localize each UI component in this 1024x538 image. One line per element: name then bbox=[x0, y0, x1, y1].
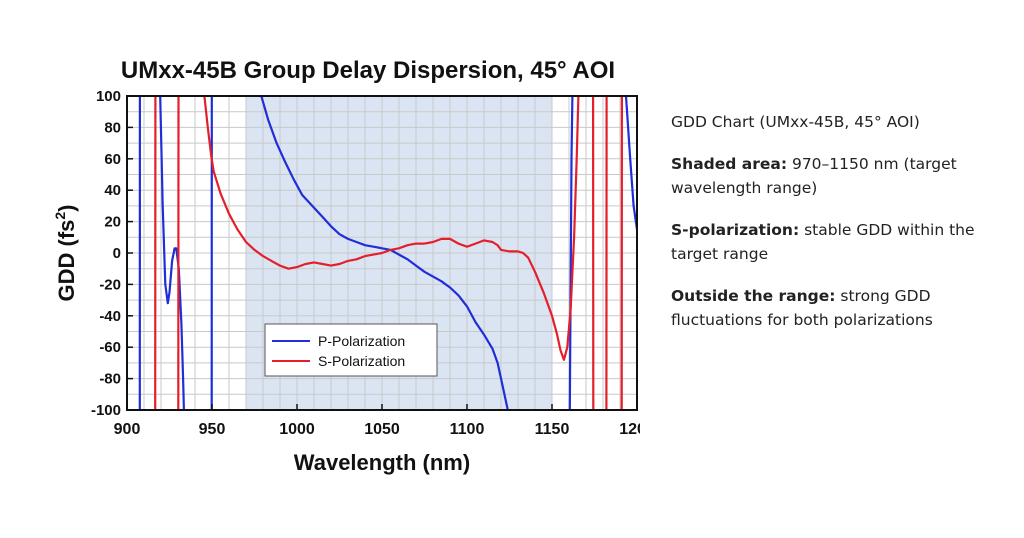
x-axis-label: Wavelength (nm) bbox=[294, 450, 470, 475]
p-polarization-curve bbox=[624, 96, 637, 230]
y-tick-label: 100 bbox=[96, 88, 121, 105]
x-tick-label: 1050 bbox=[364, 421, 400, 438]
series-s-polarization bbox=[154, 96, 623, 410]
y-axis-label-main: GDD (fs bbox=[54, 220, 79, 302]
s-polarization-note: S-polarization: stable GDD within the ta… bbox=[671, 218, 1011, 266]
gdd-chart: UMxx-45B Group Delay Dispersion, 45° AOI… bbox=[52, 57, 640, 475]
y-axis-label-superscript: 2 bbox=[52, 212, 68, 220]
y-tick-label: -100 bbox=[91, 402, 121, 419]
y-tick-label: -40 bbox=[99, 308, 121, 325]
y-axis-label: GDD (fs2) bbox=[52, 204, 79, 301]
p-polarization-curve bbox=[159, 96, 185, 410]
s-polarization-label: S-polarization: bbox=[671, 221, 800, 239]
legend-s-label: S-Polarization bbox=[318, 353, 405, 369]
y-tick-label: -20 bbox=[99, 276, 121, 293]
side-panel: GDD Chart (UMxx-45B, 45° AOI) Shaded are… bbox=[671, 110, 1011, 350]
outside-range-note: Outside the range: strong GDD fluctuatio… bbox=[671, 284, 1011, 332]
outside-range-label: Outside the range: bbox=[671, 287, 836, 305]
s-polarization-curve bbox=[203, 96, 580, 361]
outside-range-text: strong GDD fluctuations for both polariz… bbox=[671, 287, 933, 329]
chart-title: UMxx-45B Group Delay Dispersion, 45° AOI bbox=[121, 57, 615, 84]
y-tick-label: 60 bbox=[104, 151, 121, 168]
y-tick-label: 40 bbox=[104, 182, 121, 199]
s-polarization-text: stable GDD within the target range bbox=[671, 221, 975, 263]
y-tick-label: 0 bbox=[113, 245, 121, 262]
y-tick-label: -60 bbox=[99, 339, 121, 356]
side-panel-heading: GDD Chart (UMxx-45B, 45° AOI) bbox=[671, 113, 920, 131]
y-tick-label: 20 bbox=[104, 214, 121, 231]
shaded-area-label: Shaded area: bbox=[671, 155, 788, 173]
shaded-area-text: 970–1150 nm (target wavelength range) bbox=[671, 155, 957, 197]
x-tick-label: 1000 bbox=[279, 421, 315, 438]
y-tick-label: 80 bbox=[104, 119, 121, 136]
y-axis-label-close: ) bbox=[54, 204, 79, 211]
x-tick-label: 1200 bbox=[619, 421, 640, 438]
p-polarization-curve bbox=[568, 96, 574, 410]
x-tick-label: 1100 bbox=[450, 421, 485, 438]
legend-box bbox=[264, 323, 438, 377]
x-tick-label: 950 bbox=[199, 421, 226, 438]
shaded-area-note: Shaded area: 970–1150 nm (target wavelen… bbox=[671, 152, 1011, 200]
legend: P-Polarization S-Polarization bbox=[264, 323, 438, 377]
x-tick-label: 1150 bbox=[535, 421, 570, 438]
y-tick-label: -80 bbox=[99, 371, 121, 388]
legend-p-label: P-Polarization bbox=[318, 333, 405, 349]
x-tick-label: 900 bbox=[114, 421, 141, 438]
